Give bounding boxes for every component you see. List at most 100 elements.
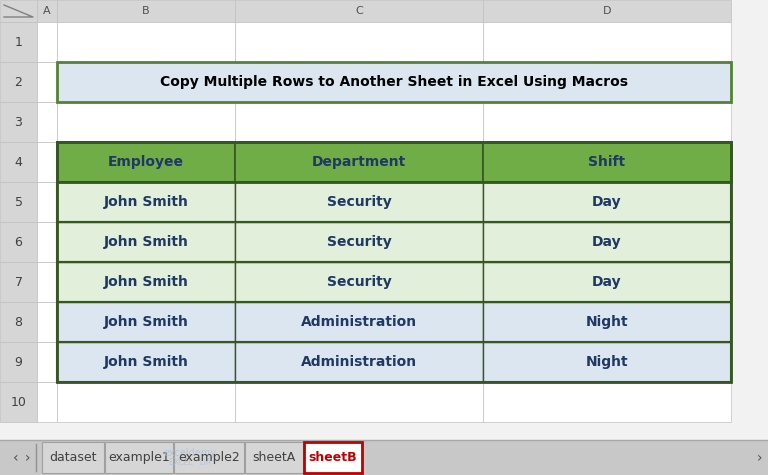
Text: Night: Night: [586, 315, 628, 329]
Bar: [57, 22, 235, 62]
Text: 10: 10: [11, 396, 26, 408]
Bar: [0, 302, 37, 342]
Text: sheetA: sheetA: [253, 451, 296, 464]
Bar: [483, 342, 731, 382]
Text: sheetB: sheetB: [309, 451, 357, 464]
Bar: [57, 342, 235, 382]
Text: Security: Security: [326, 235, 392, 249]
Bar: [235, 142, 483, 182]
Text: A: A: [43, 6, 51, 16]
Bar: [105, 442, 173, 473]
Text: Department: Department: [312, 155, 406, 169]
Bar: [483, 102, 731, 142]
Bar: [57, 382, 235, 422]
Bar: [483, 142, 731, 182]
Text: 8: 8: [15, 315, 22, 329]
Text: Day: Day: [592, 275, 622, 289]
Bar: [235, 222, 483, 262]
Bar: [57, 262, 235, 302]
Text: John Smith: John Smith: [104, 275, 188, 289]
Bar: [483, 262, 731, 302]
Bar: [235, 142, 483, 182]
Bar: [483, 262, 731, 302]
Text: John Smith: John Smith: [104, 355, 188, 369]
Bar: [37, 62, 57, 102]
Bar: [57, 142, 731, 182]
Bar: [57, 262, 731, 302]
Text: dataset: dataset: [49, 451, 97, 464]
Text: 5: 5: [15, 196, 22, 209]
Bar: [57, 62, 731, 102]
Bar: [57, 342, 731, 382]
Bar: [483, 0, 731, 22]
Bar: [37, 22, 57, 62]
Bar: [235, 302, 483, 342]
Text: Shift: Shift: [588, 155, 626, 169]
Bar: [483, 382, 731, 422]
Bar: [57, 102, 235, 142]
Text: Night: Night: [586, 355, 628, 369]
Text: C: C: [355, 6, 362, 16]
Bar: [57, 222, 235, 262]
Bar: [235, 62, 483, 102]
Bar: [0, 142, 37, 182]
Text: Security: Security: [326, 195, 392, 209]
Bar: [0, 382, 37, 422]
Bar: [57, 222, 235, 262]
Bar: [483, 302, 731, 342]
Bar: [37, 222, 57, 262]
Bar: [42, 442, 104, 473]
Bar: [483, 222, 731, 262]
Text: 7: 7: [15, 276, 22, 288]
Text: B: B: [142, 6, 150, 16]
Bar: [57, 342, 235, 382]
Bar: [0, 0, 37, 22]
Bar: [57, 182, 235, 222]
Bar: [235, 262, 483, 302]
Bar: [235, 342, 483, 382]
Bar: [483, 62, 731, 102]
Bar: [235, 342, 483, 382]
Text: Employee: Employee: [108, 155, 184, 169]
Bar: [57, 302, 235, 342]
Bar: [57, 222, 731, 262]
Bar: [235, 382, 483, 422]
Bar: [483, 222, 731, 262]
Bar: [0, 342, 37, 382]
Text: 6: 6: [15, 236, 22, 248]
Bar: [37, 142, 57, 182]
Bar: [37, 102, 57, 142]
Bar: [0, 440, 768, 475]
Bar: [57, 262, 235, 302]
Text: 2: 2: [15, 76, 22, 88]
Bar: [57, 142, 731, 382]
Bar: [37, 182, 57, 222]
Bar: [0, 102, 37, 142]
Bar: [0, 262, 37, 302]
Bar: [235, 302, 483, 342]
Text: Administration: Administration: [301, 315, 417, 329]
Bar: [37, 302, 57, 342]
Text: John Smith: John Smith: [104, 315, 188, 329]
Bar: [483, 342, 731, 382]
Bar: [57, 302, 731, 342]
Text: John Smith: John Smith: [104, 235, 188, 249]
Bar: [174, 442, 244, 473]
Bar: [235, 182, 483, 222]
Text: 4: 4: [15, 155, 22, 169]
Text: John Smith: John Smith: [104, 195, 188, 209]
Bar: [57, 302, 235, 342]
Bar: [0, 182, 37, 222]
Text: ‹: ‹: [13, 450, 18, 465]
Text: D: D: [603, 6, 611, 16]
Bar: [235, 22, 483, 62]
Text: Day: Day: [592, 235, 622, 249]
Bar: [37, 262, 57, 302]
Bar: [483, 302, 731, 342]
Bar: [235, 182, 483, 222]
Bar: [483, 182, 731, 222]
Text: Copy Multiple Rows to Another Sheet in Excel Using Macros: Copy Multiple Rows to Another Sheet in E…: [160, 75, 628, 89]
Text: Security: Security: [326, 275, 392, 289]
Bar: [57, 142, 235, 182]
Bar: [0, 62, 37, 102]
